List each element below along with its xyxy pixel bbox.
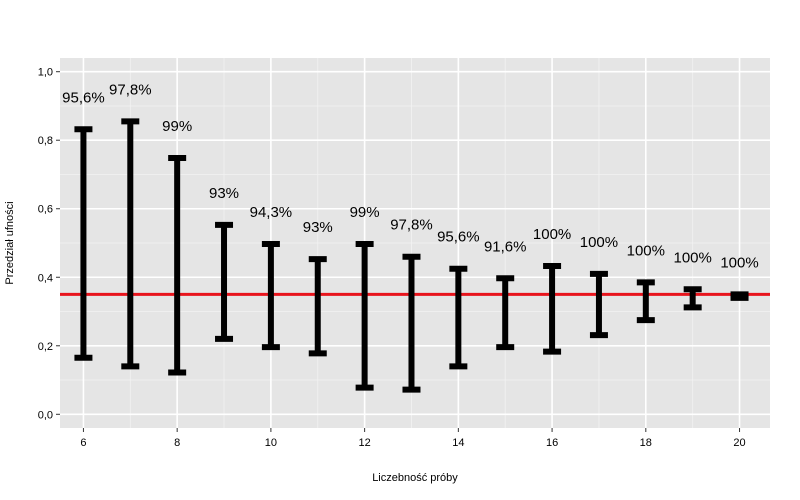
x-tick-label: 14 xyxy=(452,437,464,449)
y-tick-label: 0,6 xyxy=(38,204,53,216)
data-label: 100% xyxy=(533,226,571,243)
error-bar xyxy=(215,221,234,342)
error-bar xyxy=(449,265,468,370)
error-bar xyxy=(496,275,515,351)
data-label: 99% xyxy=(350,204,380,221)
data-label: 100% xyxy=(627,242,665,259)
data-label: 93% xyxy=(303,219,333,236)
data-label: 100% xyxy=(720,254,758,271)
data-label: 95,6% xyxy=(437,229,480,246)
data-label: 100% xyxy=(580,234,618,251)
data-label: 99% xyxy=(162,118,192,135)
error-bar xyxy=(261,241,280,351)
data-label: 95,6% xyxy=(62,89,105,106)
error-bar xyxy=(636,279,655,324)
error-bar xyxy=(589,270,608,339)
x-tick-label: 16 xyxy=(546,437,558,449)
x-tick-label: 8 xyxy=(174,437,180,449)
x-axis-title: Liczebność próby xyxy=(372,472,458,484)
error-bar xyxy=(683,286,702,311)
y-tick-label: 1,0 xyxy=(38,67,53,79)
error-bar xyxy=(74,126,93,361)
x-tick-label: 20 xyxy=(733,437,745,449)
error-bar xyxy=(121,118,140,370)
data-label: 94,3% xyxy=(250,204,293,221)
error-bar xyxy=(730,291,749,301)
error-bar xyxy=(402,253,421,393)
y-tick-label: 0,2 xyxy=(38,341,53,353)
x-tick-label: 12 xyxy=(358,437,370,449)
y-tick-label: 0,4 xyxy=(38,272,53,284)
axes: 0,0 0,2 0,4 0,6 0,8 1,0 6 8 10 12 14 16 18 20 xyxy=(38,67,746,449)
data-label: 97,8% xyxy=(109,81,152,98)
data-label: 100% xyxy=(673,249,711,266)
error-bar xyxy=(355,241,374,391)
data-label: 97,8% xyxy=(390,217,433,234)
y-tick-label: 0,8 xyxy=(38,135,53,147)
y-tick-label: 0,0 xyxy=(38,409,53,421)
data-label: 93% xyxy=(209,185,239,202)
x-tick-label: 18 xyxy=(640,437,652,449)
error-bar xyxy=(543,262,562,355)
x-tick-label: 6 xyxy=(80,437,86,449)
error-bar xyxy=(168,155,187,376)
error-bar xyxy=(308,256,327,357)
x-tick-label: 10 xyxy=(265,437,277,449)
data-label: 91,6% xyxy=(484,238,527,255)
error-bars xyxy=(74,118,749,393)
data-labels: 95,6% 97,8%99%93%94,3%93%99%97,8%95,6%91,… xyxy=(62,81,759,271)
y-axis-title: Przedział ufności xyxy=(4,201,16,284)
